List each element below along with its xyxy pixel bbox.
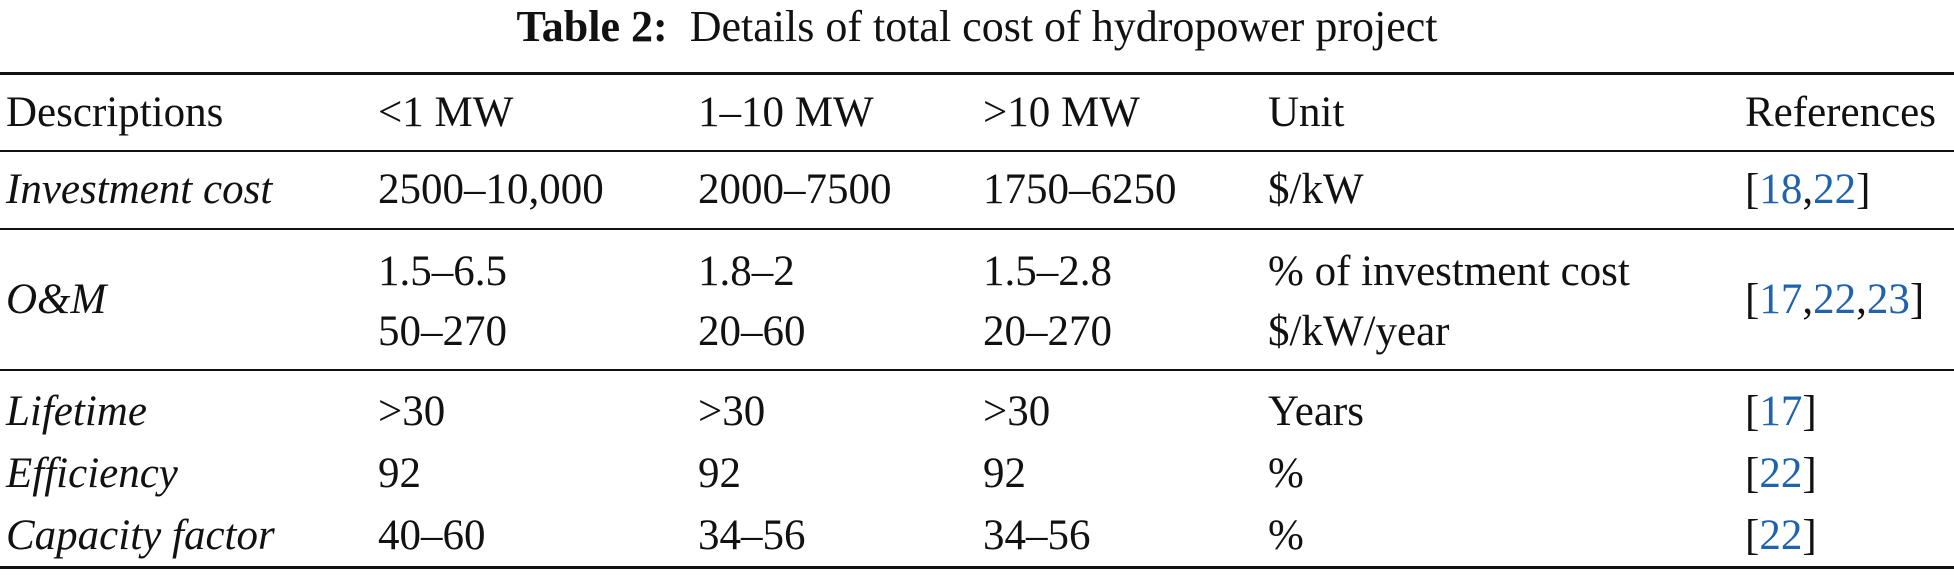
investment-references: [18,22] (1745, 166, 1871, 213)
investment-under-1mw: 2500–10,000 (378, 166, 604, 213)
efficiency-label: Efficiency (6, 450, 178, 497)
capacity-references: [22] (1745, 512, 1817, 559)
reference-link[interactable]: 23 (1866, 276, 1910, 323)
efficiency-references: [22] (1745, 450, 1817, 497)
om-over-10mw-dollar: 20–270 (983, 308, 1112, 355)
om-under-1mw-percent: 1.5–6.5 (378, 248, 507, 295)
om-references: [17,22,23] (1745, 276, 1925, 323)
header-descriptions: Descriptions (6, 89, 224, 136)
header-rule (0, 150, 1954, 152)
table-top-rule (0, 72, 1954, 75)
investment-rule (0, 228, 1954, 230)
capacity-label: Capacity factor (6, 512, 275, 559)
investment-label: Investment cost (6, 166, 273, 213)
om-unit-percent: % of investment cost (1268, 248, 1630, 295)
lifetime-references: [17] (1745, 388, 1817, 435)
table-caption-label: Table 2: (516, 2, 668, 51)
header-references: References (1745, 89, 1936, 136)
table-caption: Table 2: Details of total cost of hydrop… (0, 2, 1954, 52)
reference-link[interactable]: 17 (1759, 388, 1803, 435)
reference-link[interactable]: 18 (1759, 166, 1803, 213)
capacity-unit: % (1268, 512, 1304, 559)
reference-link[interactable]: 22 (1813, 276, 1857, 323)
reference-link[interactable]: 22 (1813, 166, 1857, 213)
lifetime-unit: Years (1268, 388, 1364, 435)
header-1-10mw: 1–10 MW (698, 89, 874, 136)
efficiency-over-10mw: 92 (983, 450, 1026, 497)
efficiency-under-1mw: 92 (378, 450, 421, 497)
om-label: O&M (6, 276, 107, 323)
investment-unit: $/kW (1268, 166, 1364, 213)
efficiency-1-10mw: 92 (698, 450, 741, 497)
header-over-10mw: >10 MW (983, 89, 1140, 136)
reference-link[interactable]: 22 (1759, 512, 1803, 559)
capacity-1-10mw: 34–56 (698, 512, 806, 559)
lifetime-1-10mw: >30 (698, 388, 766, 435)
investment-1-10mw: 2000–7500 (698, 166, 892, 213)
reference-link[interactable]: 22 (1759, 450, 1803, 497)
investment-over-10mw: 1750–6250 (983, 166, 1177, 213)
capacity-over-10mw: 34–56 (983, 512, 1091, 559)
om-unit-dollar: $/kW/year (1268, 308, 1450, 355)
header-under-1mw: <1 MW (378, 89, 514, 136)
reference-link[interactable]: 17 (1759, 276, 1803, 323)
efficiency-unit: % (1268, 450, 1304, 497)
om-over-10mw-percent: 1.5–2.8 (983, 248, 1112, 295)
om-rule (0, 369, 1954, 371)
lifetime-under-1mw: >30 (378, 388, 446, 435)
om-under-1mw-dollar: 50–270 (378, 308, 507, 355)
header-unit: Unit (1268, 89, 1345, 136)
capacity-under-1mw: 40–60 (378, 512, 486, 559)
om-1-10mw-percent: 1.8–2 (698, 248, 795, 295)
lifetime-over-10mw: >30 (983, 388, 1051, 435)
table-caption-title: Details of total cost of hydropower proj… (689, 2, 1438, 51)
lifetime-label: Lifetime (6, 388, 147, 435)
table-bottom-rule (0, 566, 1954, 569)
om-1-10mw-dollar: 20–60 (698, 308, 806, 355)
